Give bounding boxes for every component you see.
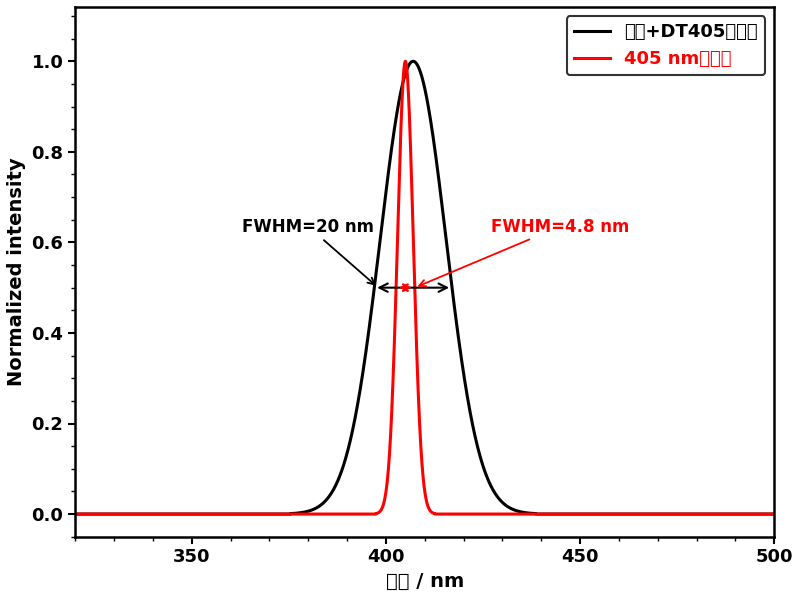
- 405 nm激光器: [78, 511, 88, 518]
- Legend: 氙灯+DT405滤光片, 405 nm激光器: 氙灯+DT405滤光片, 405 nm激光器: [566, 16, 766, 75]
- 氙灯+DT405滤光片: [78, 511, 88, 518]
- Line: 氙灯+DT405滤光片: 氙灯+DT405滤光片: [37, 61, 800, 514]
- 405 nm激光器: [32, 511, 42, 518]
- 405 nm激光器: [411, 333, 421, 340]
- Line: 405 nm激光器: 405 nm激光器: [37, 61, 800, 514]
- Y-axis label: Normalized intensity: Normalized intensity: [7, 157, 26, 386]
- 405 nm激光器: [401, 57, 410, 65]
- 405 nm激光器: [184, 511, 194, 518]
- Text: FWHM=20 nm: FWHM=20 nm: [242, 218, 374, 285]
- 氙灯+DT405滤光片: [411, 60, 421, 67]
- 405 nm激光器: [767, 511, 777, 518]
- 氙灯+DT405滤光片: [767, 511, 777, 518]
- 氙灯+DT405滤光片: [35, 511, 45, 518]
- 405 nm激光器: [64, 511, 74, 518]
- 氙灯+DT405滤光片: [408, 57, 418, 65]
- 氙灯+DT405滤光片: [32, 511, 42, 518]
- X-axis label: 波长 / nm: 波长 / nm: [386, 572, 464, 591]
- 氙灯+DT405滤光片: [64, 511, 74, 518]
- Text: FWHM=4.8 nm: FWHM=4.8 nm: [419, 218, 629, 286]
- 氙灯+DT405滤光片: [184, 511, 194, 518]
- 405 nm激光器: [35, 511, 45, 518]
